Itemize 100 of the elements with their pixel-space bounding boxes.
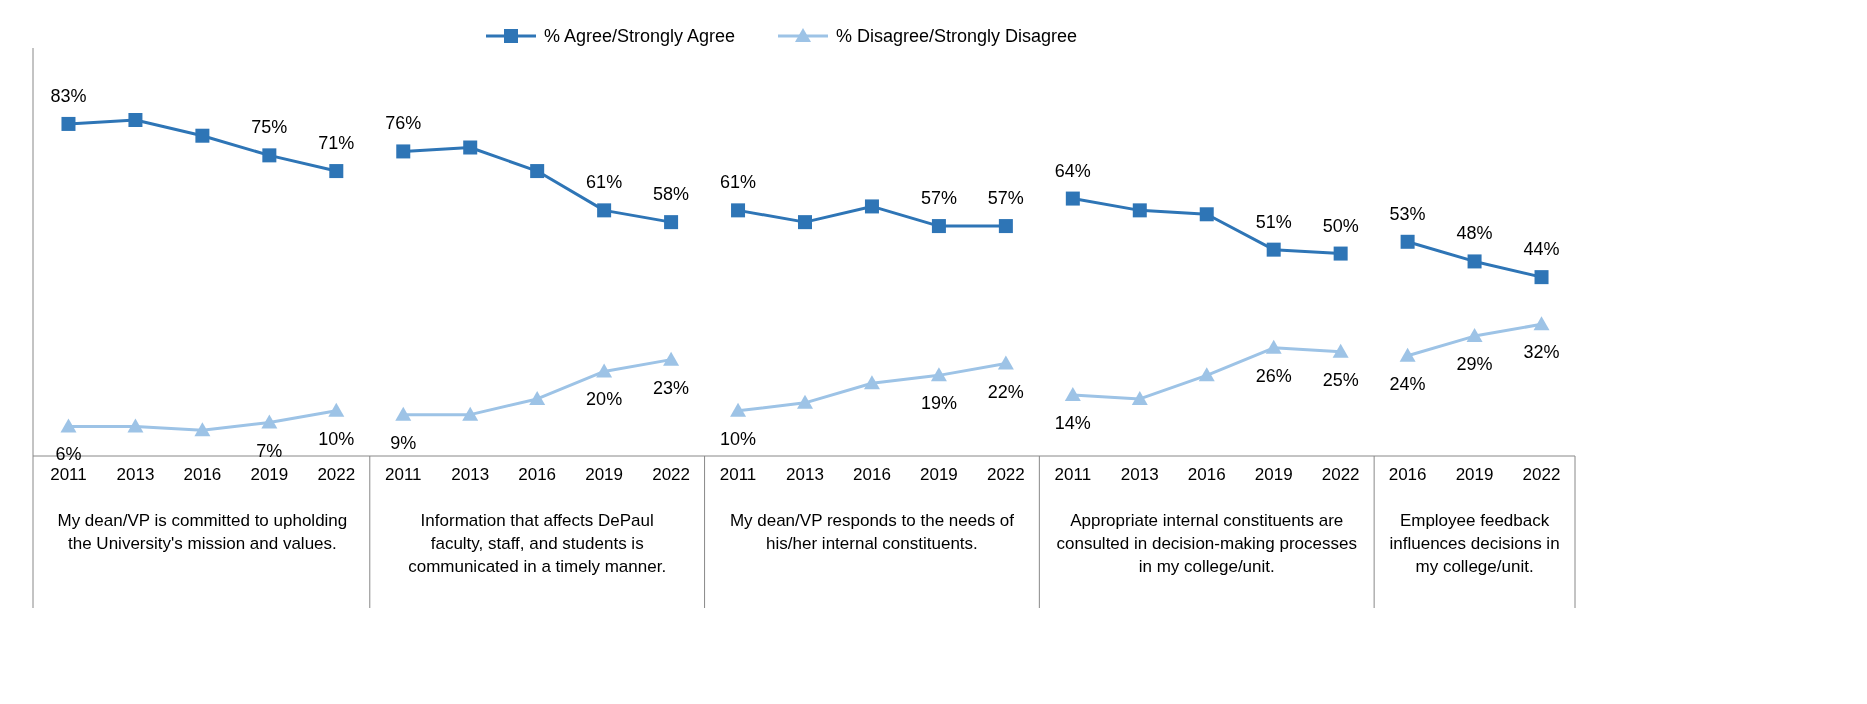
data-label: 50%: [1322, 215, 1359, 236]
x-tick-label: 2022: [652, 465, 690, 484]
x-tick-label: 2011: [384, 465, 422, 484]
data-label: 23%: [653, 377, 690, 398]
legend-label: % Agree/Strongly Agree: [544, 26, 736, 46]
x-tick-label: 2013: [1120, 465, 1159, 484]
point: [596, 363, 613, 378]
point: [1400, 234, 1415, 249]
point: [195, 128, 210, 143]
point: [1065, 191, 1080, 206]
legend-label: % Disagree/Strongly Disagree: [836, 26, 1078, 46]
data-label: 57%: [920, 188, 957, 209]
data-label: 58%: [653, 184, 690, 205]
point: [663, 351, 680, 366]
data-label: 64%: [1054, 160, 1091, 181]
point: [597, 203, 612, 218]
x-tick-label: 2019: [1254, 465, 1293, 484]
point: [329, 164, 344, 179]
text: Employee feedback influences decisions in my college/unit.: [1389, 511, 1560, 576]
point: [1399, 347, 1416, 362]
x-tick-label: 2013: [451, 465, 490, 484]
point: [60, 418, 77, 433]
point: [1199, 207, 1214, 222]
x-tick-label: 2019: [250, 465, 289, 484]
x-tick-label: 2016: [183, 465, 222, 484]
point: [127, 418, 144, 433]
data-label: 53%: [1389, 203, 1426, 224]
data-label: 75%: [251, 117, 288, 138]
point: [61, 116, 76, 131]
data-label: 9%: [390, 432, 417, 453]
data-label: 57%: [987, 188, 1024, 209]
point: [930, 367, 947, 382]
point: [1466, 328, 1483, 343]
text: Appropriate internal constituents are consulted in decision-making processes in my college/unit.: [1056, 511, 1357, 576]
data-label: 71%: [318, 133, 355, 154]
x-tick-label: 2011: [1054, 465, 1092, 484]
point: [1533, 316, 1550, 331]
data-label: 51%: [1255, 211, 1292, 232]
data-label: 32%: [1523, 342, 1560, 363]
x-tick-label: 2011: [719, 465, 757, 484]
point: [328, 402, 345, 417]
data-label: 19%: [920, 393, 957, 414]
point: [530, 164, 545, 179]
x-tick-label: 2019: [920, 465, 958, 484]
point: [998, 219, 1013, 234]
data-label: 10%: [720, 428, 757, 449]
point: [1265, 339, 1282, 354]
point: [262, 148, 277, 163]
data-label: 22%: [987, 381, 1024, 402]
x-tick-label: 2013: [116, 465, 155, 484]
point: [730, 402, 747, 417]
point: [1534, 270, 1549, 285]
data-label: 6%: [55, 444, 82, 465]
point: [463, 140, 478, 155]
point: [462, 406, 479, 421]
x-tick-label: 2022: [1522, 465, 1561, 484]
data-label: 61%: [720, 172, 757, 193]
point: [128, 113, 143, 127]
data-label: 76%: [385, 113, 422, 134]
data-label: 20%: [586, 389, 623, 410]
point: [396, 144, 411, 159]
x-tick-label: 2016: [853, 465, 891, 484]
data-label: 24%: [1389, 373, 1426, 394]
point: [664, 215, 679, 230]
point: [863, 375, 880, 390]
point: [797, 394, 813, 409]
point: [261, 414, 278, 429]
x-tick-label: 2011: [50, 465, 87, 484]
x-tick-label: 2019: [1455, 465, 1494, 484]
data-label: 48%: [1456, 223, 1493, 244]
data-label: 44%: [1523, 239, 1560, 260]
data-label: 61%: [586, 172, 623, 193]
point: [1467, 254, 1482, 269]
point: [194, 422, 211, 437]
data-label: 14%: [1054, 413, 1091, 433]
point: [997, 355, 1014, 370]
data-label: 25%: [1322, 369, 1359, 390]
point: [395, 406, 412, 421]
point: [1198, 367, 1215, 382]
data-label: 10%: [318, 428, 355, 449]
point: [731, 203, 746, 218]
text: My dean/VP responds to the needs of his/her internal constituents.: [729, 511, 1015, 553]
x-tick-label: 2022: [1321, 465, 1360, 484]
text: Information that affects DePaul faculty, staff, and students is communicated in a timely manner.: [408, 511, 667, 576]
x-tick-label: 2013: [786, 465, 824, 484]
x-tick-label: 2022: [986, 465, 1025, 484]
x-tick-label: 2016: [518, 465, 557, 484]
data-label: 83%: [50, 85, 87, 106]
point: [1333, 246, 1348, 261]
point: [1132, 203, 1147, 218]
point: [864, 199, 879, 214]
x-tick-label: 2016: [1187, 465, 1226, 484]
point: [1332, 343, 1349, 358]
point: [1064, 387, 1081, 401]
point: [1266, 242, 1281, 257]
x-tick-label: 2019: [585, 465, 624, 484]
text: My dean/VP is committed to upholding the University's mission and values.: [57, 511, 348, 553]
point: [931, 219, 946, 234]
x-tick-label: 2022: [317, 465, 356, 484]
data-label: 26%: [1255, 365, 1292, 386]
